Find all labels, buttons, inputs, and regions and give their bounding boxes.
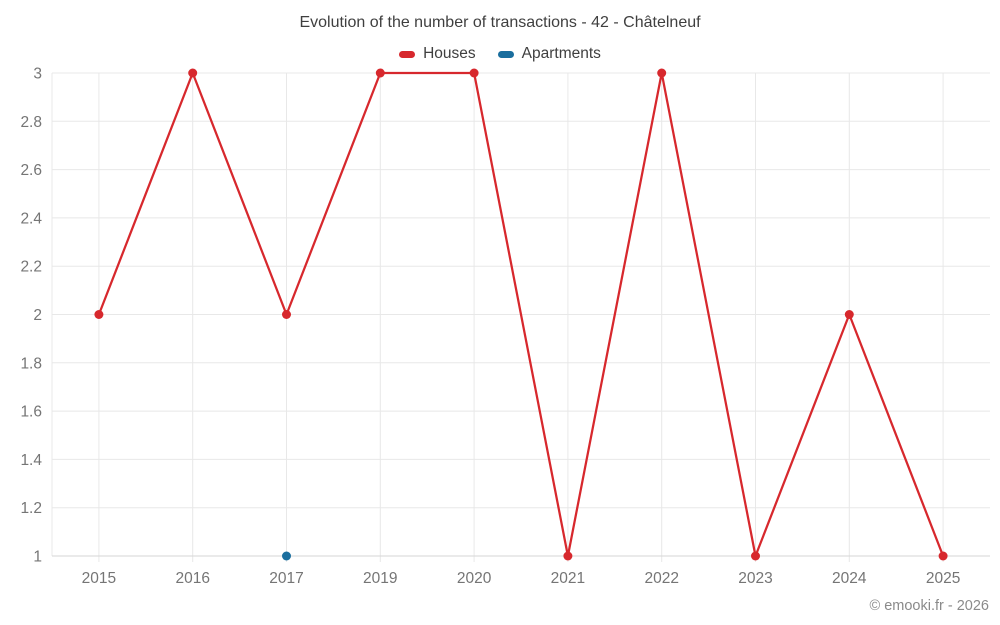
svg-text:2015: 2015 [82,570,116,587]
svg-text:1: 1 [33,549,42,566]
legend-label-houses: Houses [423,45,476,62]
legend-item-apartments[interactable]: Apartments [497,45,601,63]
svg-text:2.2: 2.2 [20,259,42,276]
svg-text:1.8: 1.8 [20,355,42,372]
legend-item-houses[interactable]: Houses [399,45,476,63]
svg-text:2016: 2016 [175,570,209,587]
svg-text:2017: 2017 [269,570,303,587]
svg-text:2019: 2019 [363,570,397,587]
svg-text:2021: 2021 [551,570,585,587]
svg-text:2024: 2024 [832,570,867,587]
svg-text:2.8: 2.8 [20,114,42,131]
svg-text:2.6: 2.6 [20,162,42,179]
legend: Houses Apartments [0,45,1000,63]
svg-text:2020: 2020 [457,570,492,587]
svg-text:1.2: 1.2 [20,500,42,517]
svg-text:2022: 2022 [644,570,678,587]
svg-text:2023: 2023 [738,570,772,587]
svg-text:3: 3 [33,66,42,83]
apartments-swatch-icon [497,50,514,58]
chart-title: Evolution of the number of transactions … [299,14,701,31]
svg-text:2025: 2025 [926,570,960,587]
legend-label-apartments: Apartments [521,45,601,62]
houses-swatch-icon [399,50,416,58]
svg-text:2: 2 [33,307,42,324]
svg-text:2.4: 2.4 [20,210,42,227]
svg-text:1.4: 1.4 [20,452,42,469]
svg-text:1.6: 1.6 [20,404,42,421]
copyright-text: © emooki.fr - 2026 [869,598,989,614]
